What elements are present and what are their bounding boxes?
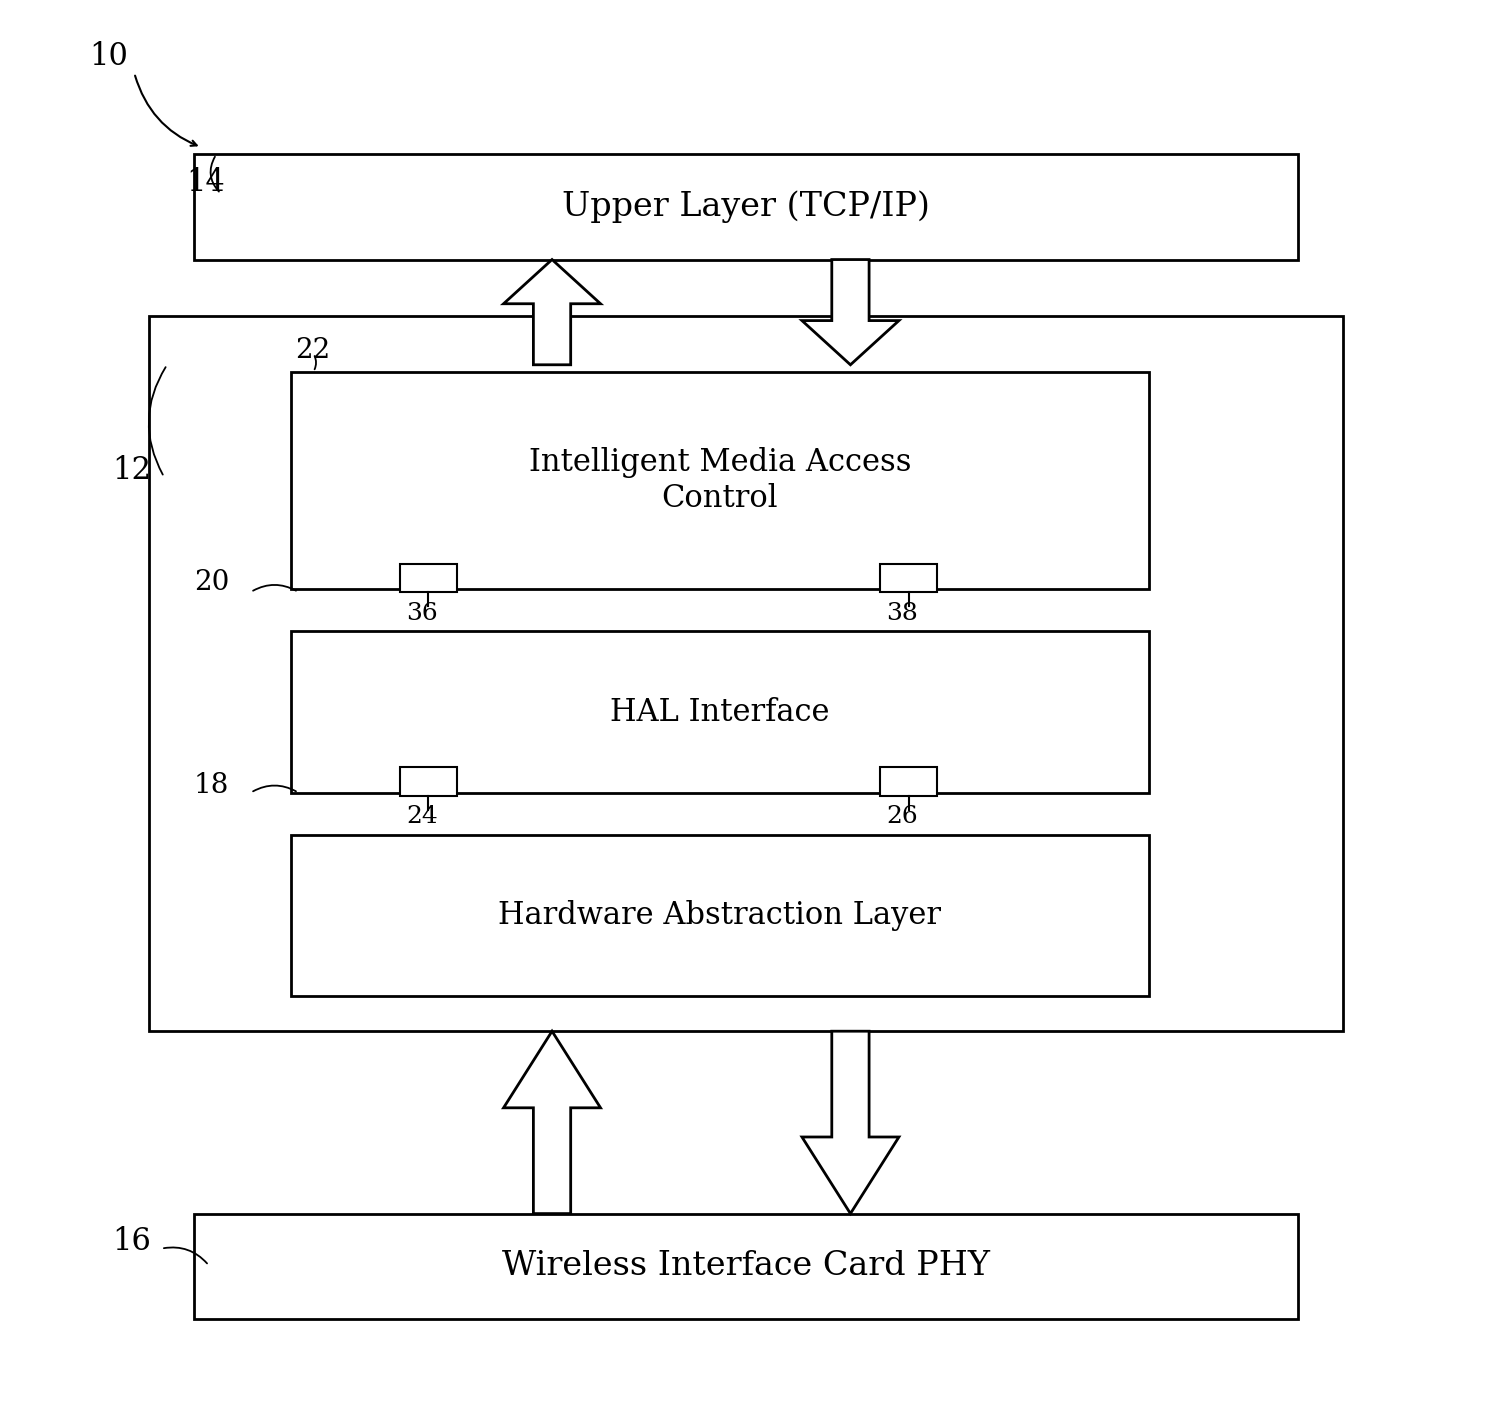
Bar — [400, 564, 457, 592]
Bar — [880, 767, 937, 796]
Bar — [194, 1214, 1298, 1319]
Text: 26: 26 — [886, 805, 918, 828]
Text: 10: 10 — [90, 41, 128, 72]
Text: Intelligent Media Access
Control: Intelligent Media Access Control — [528, 448, 912, 513]
Text: HAL Interface: HAL Interface — [610, 696, 830, 728]
Bar — [291, 835, 1149, 996]
Bar — [400, 767, 457, 796]
Text: 22: 22 — [295, 337, 331, 365]
Bar — [194, 154, 1298, 260]
Text: 20: 20 — [194, 568, 230, 596]
Polygon shape — [803, 260, 898, 365]
Text: 12: 12 — [112, 455, 151, 485]
Polygon shape — [803, 1031, 898, 1214]
Bar — [880, 564, 937, 592]
Polygon shape — [504, 1031, 600, 1214]
Text: 16: 16 — [112, 1226, 151, 1257]
Text: Wireless Interface Card PHY: Wireless Interface Card PHY — [501, 1250, 991, 1282]
Text: 24: 24 — [406, 805, 437, 828]
Text: Upper Layer (TCP/IP): Upper Layer (TCP/IP) — [562, 191, 930, 223]
Bar — [291, 631, 1149, 793]
Polygon shape — [504, 260, 600, 365]
Text: 36: 36 — [406, 602, 437, 624]
Text: 38: 38 — [886, 602, 918, 624]
Bar — [291, 372, 1149, 589]
Text: 18: 18 — [194, 772, 230, 800]
Bar — [149, 316, 1343, 1031]
Text: Hardware Abstraction Layer: Hardware Abstraction Layer — [498, 899, 941, 932]
Text: 14: 14 — [186, 167, 225, 198]
